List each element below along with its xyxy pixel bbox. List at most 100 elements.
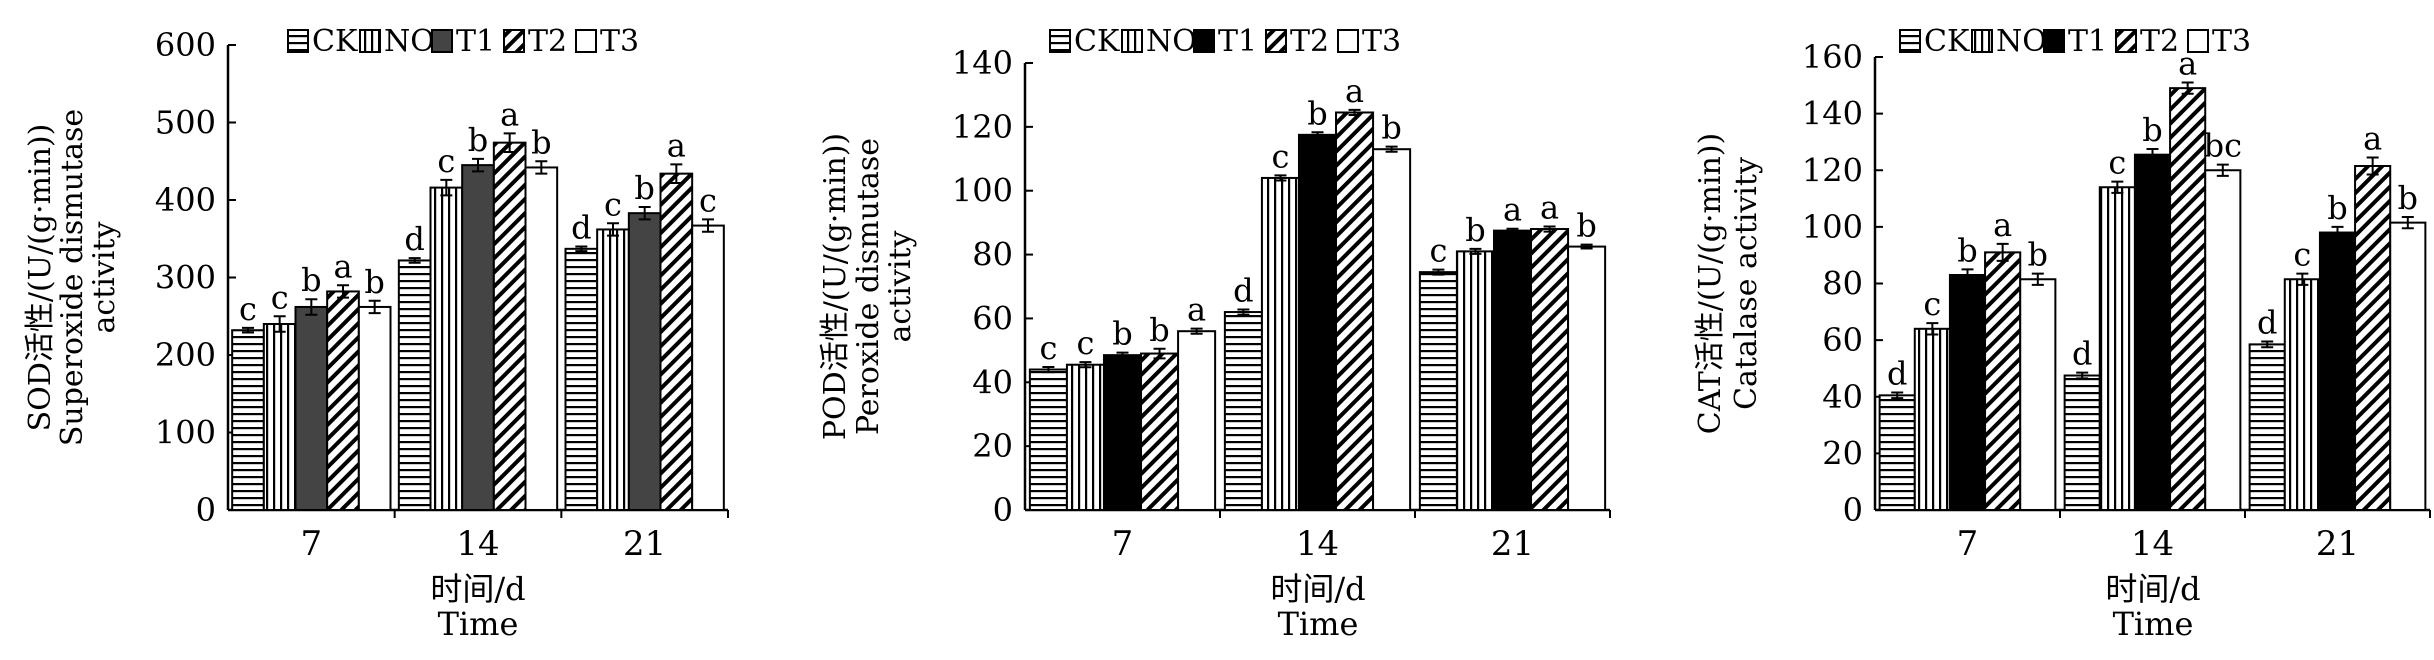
bar-t1 [294, 305, 329, 512]
error-bar [1274, 174, 1287, 182]
error-bar [1432, 268, 1445, 276]
error-bar [638, 205, 651, 221]
significance-letter: b [2142, 111, 2162, 149]
significance-letter: b [364, 263, 384, 301]
bar-no [1260, 176, 1300, 511]
bar-t3 [691, 224, 725, 511]
significance-letter: b [1957, 231, 1977, 269]
legend-label: CK [1924, 24, 1970, 59]
bar-ck [397, 259, 432, 512]
y-tick-label: 80 [972, 236, 1013, 274]
significance-letter: d [571, 209, 591, 247]
error-bar [1926, 322, 1939, 336]
y-tick-label: 60 [972, 299, 1013, 337]
significance-letter: c [2108, 144, 2126, 182]
y-tick-label: 40 [1822, 378, 1863, 416]
legend-label: T3 [600, 24, 639, 59]
significance-letter: a [1187, 291, 1206, 329]
bar-t1 [1492, 229, 1533, 511]
bar-t3 [524, 166, 559, 511]
bar-t1 [2133, 153, 2172, 511]
significance-letter: c [1271, 137, 1289, 175]
legend-label: T1 [1218, 24, 1257, 59]
y-tick-label: 20 [1822, 434, 1863, 472]
error-bar [1190, 327, 1203, 335]
error-bar [1042, 365, 1055, 374]
legend-label: NO [1996, 24, 2047, 59]
bar-t2 [1140, 352, 1180, 511]
error-bar [2111, 180, 2124, 194]
error-bar [2366, 156, 2379, 176]
y-tick-label: 100 [952, 172, 1013, 210]
y-tick-label: 300 [155, 259, 216, 297]
y-tick-label: 120 [1802, 151, 1863, 189]
significance-letter: b [2327, 189, 2347, 227]
legend-label: T2 [528, 24, 567, 59]
x-axis-title-line: 时间/d [1270, 570, 1365, 608]
error-bar [1961, 268, 1974, 282]
significance-letter: d [2257, 304, 2277, 342]
error-bar [535, 160, 548, 175]
error-bar [607, 222, 619, 237]
legend-swatch-t3 [575, 29, 597, 53]
error-bar [1348, 108, 1361, 117]
bar-t3 [2204, 169, 2242, 511]
error-bar [242, 326, 254, 334]
significance-letter: c [437, 142, 455, 180]
error-bar [1311, 131, 1324, 139]
legend-swatch-t1 [2043, 29, 2065, 53]
y-tick-label: 80 [1822, 265, 1863, 303]
legend-swatch-t3 [1337, 29, 1359, 53]
error-bar [2401, 215, 2414, 230]
error-bar [2031, 272, 2044, 286]
significance-letter: b [2398, 179, 2418, 217]
bar-t3 [357, 305, 392, 512]
y-axis-title-line: CAT活性/(U/(g·min)) [1693, 133, 1728, 434]
bar-t3 [1372, 148, 1412, 511]
significance-letter: a [333, 247, 352, 285]
significance-letter: a [667, 126, 686, 164]
legend: CK NO T1 T2 T3 [1899, 24, 2251, 59]
x-tick-label: 7 [1957, 524, 1979, 564]
legend-swatch-no [1971, 29, 1993, 53]
legend-label: CK [312, 24, 358, 59]
x-axis-title-line: Time [438, 605, 519, 643]
significance-letter: c [699, 181, 717, 219]
x-axis-title-line: 时间/d [2105, 570, 2200, 608]
x-tick-label: 14 [456, 524, 499, 564]
legend-swatch-no [1121, 29, 1143, 53]
legend-label: T3 [1362, 24, 1401, 59]
bar-t3 [2019, 278, 2057, 511]
bar-no [1065, 363, 1105, 511]
error-bar [2331, 225, 2344, 240]
significance-letter: d [404, 220, 424, 258]
error-bar [1079, 361, 1092, 369]
bar-t1 [2318, 231, 2357, 511]
bar-no [596, 228, 630, 511]
significance-letter: bc [2204, 127, 2242, 165]
legend-label: NO [384, 24, 435, 59]
error-bar [2146, 148, 2159, 162]
error-bar [273, 315, 286, 333]
legend: CK NO T1 T2 T3 [1049, 24, 1401, 59]
error-bar [2261, 340, 2274, 349]
bar-no [262, 323, 297, 511]
error-bar [2076, 371, 2089, 380]
x-tick-label: 21 [2316, 524, 2359, 564]
bar-t2 [1984, 251, 2022, 511]
significance-letter: b [301, 261, 321, 299]
legend-swatch-t2 [2115, 29, 2137, 53]
y-axis-title-line: Catalase activity [1729, 157, 1764, 410]
y-axis-title-line: activity [883, 231, 918, 343]
y-tick-label: 400 [155, 181, 216, 219]
legend: CK NO T1 T2 T3 [287, 24, 639, 59]
significance-letter: c [271, 278, 289, 316]
y-axis-title-line: SOD活性/(U/(g·min)) [23, 124, 58, 432]
error-bar [337, 284, 349, 299]
error-bar [2296, 272, 2309, 286]
bar-t2 [2354, 165, 2392, 512]
error-bar [1543, 225, 1556, 233]
bar-t3 [1567, 245, 1607, 511]
legend-swatch-t1 [1193, 29, 1215, 53]
